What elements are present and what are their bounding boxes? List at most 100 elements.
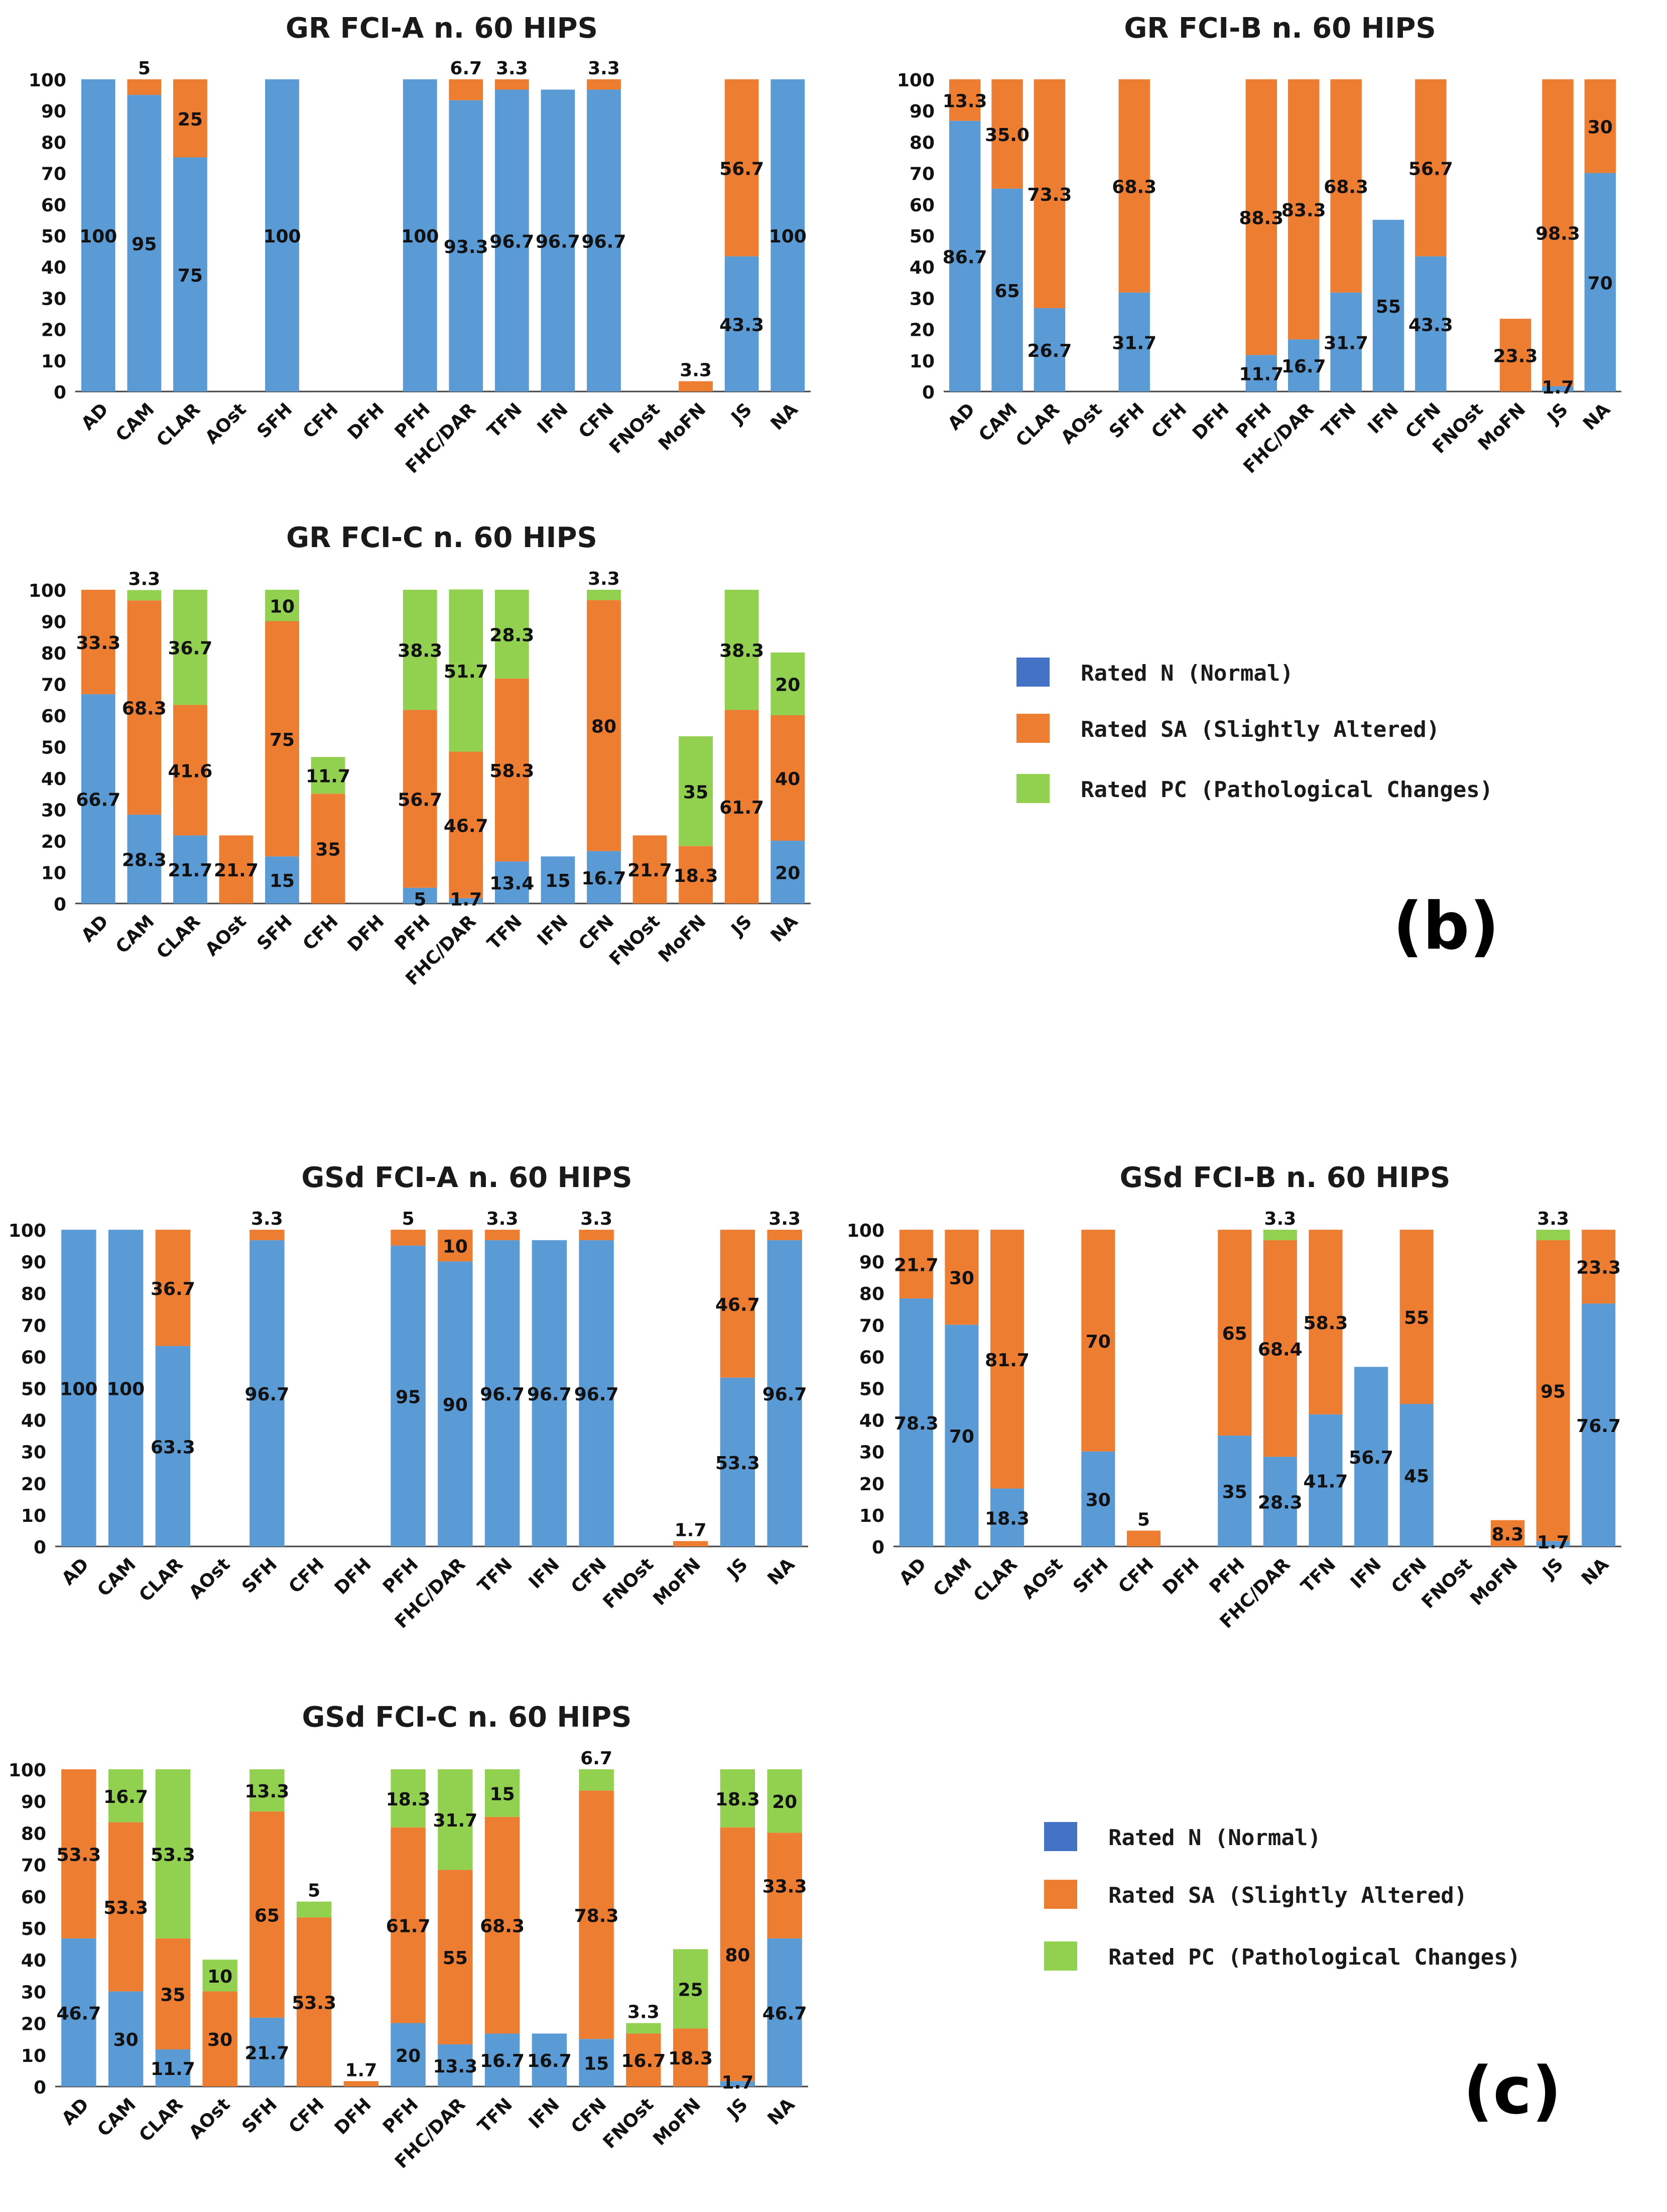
- data-label: 46.7: [715, 1294, 760, 1315]
- bar-sa: [587, 79, 621, 90]
- bar-n: [1263, 1457, 1297, 1546]
- bar-n: [391, 2023, 426, 2087]
- bar-sa: [720, 1230, 755, 1378]
- x-tick-label: SFH: [1069, 1554, 1112, 1597]
- y-tick-label: 30: [21, 1982, 46, 2003]
- x-tick-label: AOst: [1018, 1554, 1067, 1603]
- data-label: 13.4: [489, 873, 534, 894]
- x-tick-label: IFN: [534, 911, 572, 950]
- data-label: 75: [178, 266, 203, 286]
- data-label: 90: [443, 1395, 468, 1415]
- data-label: 3.3: [580, 1209, 612, 1229]
- data-label: 46.7: [444, 816, 488, 836]
- data-label: 70: [949, 1426, 974, 1447]
- bar-n: [249, 2017, 285, 2087]
- data-label: 18.3: [985, 1508, 1030, 1529]
- bar-sa: [265, 621, 299, 857]
- bar-n: [61, 1230, 96, 1546]
- bar-sa: [219, 835, 253, 903]
- y-tick-label: 10: [21, 2046, 46, 2066]
- bar-sa: [679, 846, 713, 903]
- legend-label-slightly-altered: Rated SA (Slightly Altered): [1108, 1883, 1468, 1908]
- data-label: 45: [1404, 1466, 1429, 1487]
- x-tick-label: CFH: [1147, 399, 1191, 442]
- bar-n: [403, 887, 437, 903]
- y-tick-label: 30: [21, 1443, 46, 1463]
- data-label: 86.7: [943, 247, 987, 268]
- y-tick-label: 70: [41, 675, 66, 696]
- bar-n: [1034, 308, 1066, 392]
- bar-pc: [108, 1769, 144, 1823]
- data-label: 5: [308, 1881, 320, 1901]
- gr-fci-a-chart: GR FCI-A n. 60 HIPS 0 10 20 30 40 50 60 70 80 90 10…: [29, 12, 811, 477]
- bar-pc: [296, 1901, 332, 1918]
- data-label: 88.3: [1239, 208, 1284, 229]
- x-tick-label: SFH: [238, 1554, 281, 1597]
- bar-sa: [1490, 1520, 1524, 1546]
- data-label: 65: [995, 281, 1020, 302]
- x-tick-label: FNOst: [599, 2094, 658, 2153]
- legend-b: Rated N (Normal) Rated SA (Slightly Alte…: [1016, 658, 1569, 818]
- bar-sa: [438, 1230, 473, 1262]
- bar-pc: [449, 589, 483, 752]
- data-label: 70: [1588, 273, 1613, 294]
- bar-n: [81, 694, 115, 903]
- y-tick-label: 20: [21, 2014, 46, 2035]
- x-tick-label: CFN: [567, 2094, 610, 2137]
- data-label: 21.7: [627, 860, 672, 881]
- data-label: 36.7: [151, 1279, 195, 1299]
- bar-sa: [494, 678, 529, 862]
- y-tick-label: 100: [9, 1760, 46, 1781]
- bar-sa: [438, 1870, 473, 2044]
- data-label: 13.3: [433, 2056, 477, 2077]
- data-label: 68.4: [1258, 1340, 1303, 1360]
- x-tick-label: CFH: [1114, 1554, 1158, 1597]
- data-label: 95: [1541, 1382, 1566, 1402]
- x-tick-label: FNOst: [605, 911, 664, 970]
- data-label: 63.3: [151, 1437, 195, 1458]
- data-label: 56.7: [398, 790, 442, 811]
- x-tick-label: JS: [1538, 1554, 1568, 1584]
- data-label: 40: [775, 769, 800, 790]
- data-label: 1.7: [721, 2072, 753, 2093]
- data-label: 96.7: [244, 1384, 289, 1405]
- bar-n: [587, 89, 621, 392]
- x-tick-label: IFN: [525, 1554, 564, 1593]
- bar-n: [249, 1240, 285, 1546]
- legend-swatch-pathological: [1044, 1941, 1077, 1971]
- bar-n: [173, 835, 207, 903]
- bar-n: [771, 841, 805, 903]
- y-tick-label: 40: [21, 1950, 46, 1971]
- y-tick-label: 20: [41, 832, 66, 852]
- y-tick-label: 60: [41, 706, 66, 727]
- data-label: 3.3: [1537, 1209, 1569, 1229]
- data-label: 16.7: [1281, 356, 1326, 377]
- x-tick-label: CAM: [112, 911, 159, 958]
- x-tick-label: CAM: [93, 1554, 140, 1601]
- x-tick-label: FNOst: [599, 1554, 658, 1613]
- x-tick-label: NA: [767, 911, 802, 946]
- y-tick-label: 80: [21, 1824, 46, 1844]
- bar-sa: [202, 1991, 237, 2087]
- bar-pc: [587, 590, 621, 600]
- x-tick-label: MoFN: [649, 1554, 705, 1610]
- y-tick-label: 100: [897, 70, 935, 91]
- legend-label-pathological: Rated PC (Pathological Changes): [1081, 777, 1493, 803]
- data-label: 3.3: [486, 1209, 519, 1229]
- bar-n: [767, 1938, 802, 2087]
- data-label: 66.7: [76, 790, 120, 811]
- bar-n: [1354, 1367, 1388, 1546]
- x-tick-label: NA: [1579, 399, 1614, 434]
- bar-sa: [108, 1822, 144, 1992]
- y-tick-label: 20: [910, 320, 935, 341]
- data-label: 35: [1222, 1482, 1247, 1503]
- x-tick-label: CFH: [285, 2094, 328, 2137]
- bar-sa: [484, 1816, 520, 2034]
- bar-pc: [579, 1769, 614, 1791]
- data-label: 13.3: [244, 1781, 289, 1802]
- y-tick-label: 60: [21, 1347, 46, 1368]
- x-tick-label: PFH: [391, 911, 434, 954]
- y-tick-label: 90: [41, 101, 66, 122]
- data-label: 95: [396, 1387, 421, 1407]
- y-tick-label: 80: [21, 1284, 46, 1305]
